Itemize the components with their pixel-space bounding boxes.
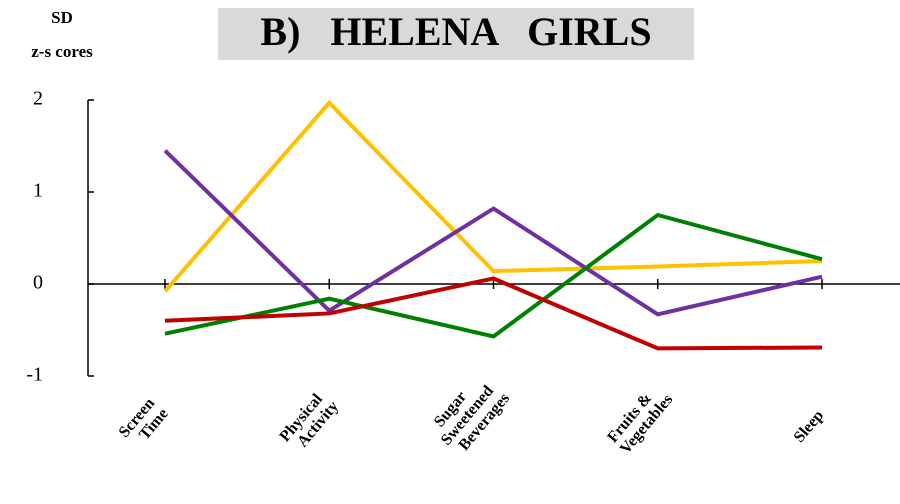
x-tick-label-group: Sleep (791, 407, 828, 446)
line-series (163, 149, 823, 317)
y-tick-label: 0 (33, 272, 43, 294)
y-tick-label: -1 (26, 364, 43, 386)
y-axis-label: z-s cores (31, 42, 93, 61)
line-series (164, 276, 823, 351)
title-box (218, 8, 694, 60)
line-series (163, 99, 823, 293)
x-tick-label: Sleep (791, 407, 828, 446)
y-axis-label: SD (51, 8, 73, 27)
x-tick-label-group: Fruits &Vegetables (604, 390, 676, 458)
chart-title: B) HELENA GIRLS (260, 9, 651, 54)
y-tick-label: 1 (33, 180, 43, 202)
line-series (164, 212, 823, 339)
y-tick-label: 2 (33, 88, 43, 110)
